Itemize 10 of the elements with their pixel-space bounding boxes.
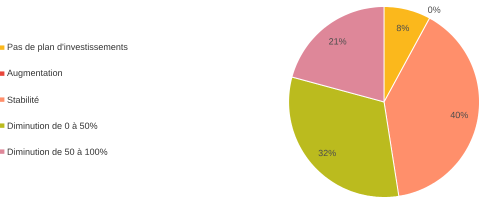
data-label: 21% <box>329 38 346 45</box>
legend-label: Stabilité <box>7 96 39 104</box>
legend-label: Pas de plan d'investissements <box>8 43 128 52</box>
legend-label: Diminution de 50 à 100% <box>8 148 108 156</box>
data-label: 8% <box>396 24 410 32</box>
data-label: 32% <box>318 150 336 156</box>
data-label: 40% <box>450 112 468 118</box>
text: 0% <box>428 6 440 13</box>
legend-label: Diminution de 0 à 50% <box>8 122 98 130</box>
legend-label: Augmentation <box>7 69 62 78</box>
